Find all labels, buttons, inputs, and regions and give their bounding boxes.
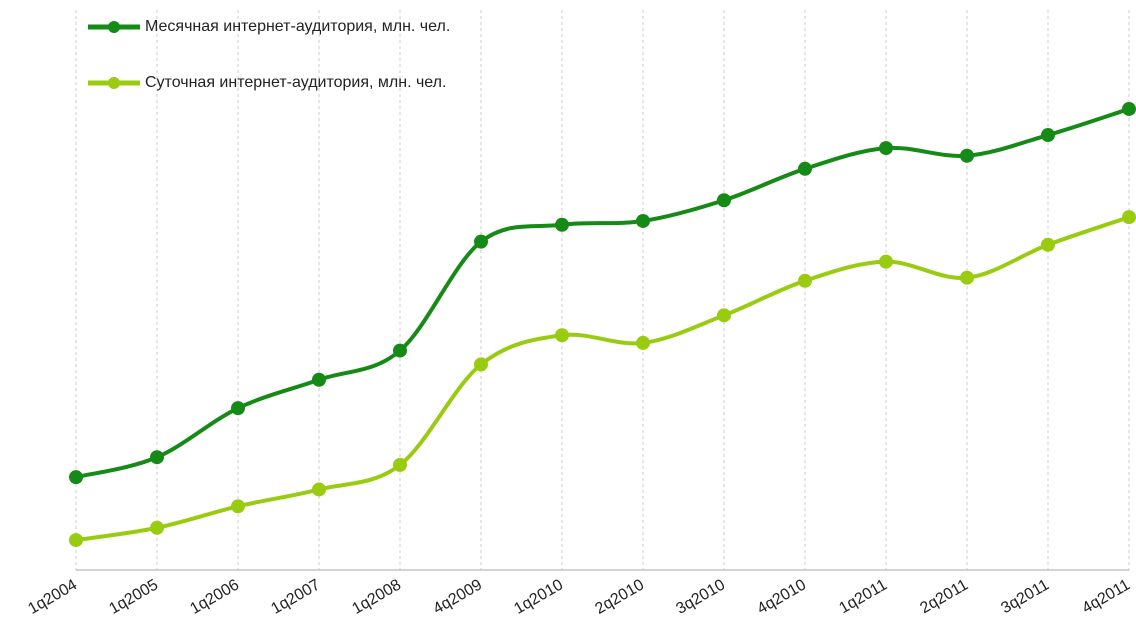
data-point bbox=[312, 482, 326, 497]
x-tick-label: 1q2004 bbox=[25, 576, 80, 617]
data-point bbox=[636, 213, 650, 228]
data-point bbox=[474, 357, 488, 372]
legend-label: Месячная интернет-аудитория, млн. чел. bbox=[145, 18, 450, 35]
series-line bbox=[75, 107, 1130, 480]
x-tick-label: 1q2010 bbox=[511, 576, 566, 617]
x-tick-label: 1q2008 bbox=[349, 576, 404, 617]
data-point bbox=[393, 457, 407, 472]
data-point bbox=[636, 335, 650, 350]
legend-marker bbox=[108, 77, 120, 89]
data-point bbox=[312, 372, 326, 387]
data-point bbox=[150, 520, 164, 535]
x-tick-label: 1q2011 bbox=[836, 576, 890, 617]
data-point bbox=[1041, 237, 1055, 252]
data-point bbox=[393, 343, 407, 358]
legend-label: Суточная интернет-аудитория, млн. чел. bbox=[145, 74, 446, 91]
data-point bbox=[555, 328, 569, 343]
data-point bbox=[69, 470, 83, 485]
data-point bbox=[717, 308, 731, 323]
x-tick-label: 1q2007 bbox=[268, 576, 323, 617]
x-tick-label: 4q2010 bbox=[754, 576, 809, 617]
data-point bbox=[150, 450, 164, 465]
x-tick-label: 4q2009 bbox=[430, 576, 485, 617]
x-tick-label: 3q2011 bbox=[998, 576, 1052, 617]
data-point bbox=[1122, 101, 1136, 116]
x-tick-label: 2q2010 bbox=[592, 576, 647, 617]
data-point bbox=[960, 148, 974, 163]
data-point bbox=[69, 533, 83, 548]
data-point bbox=[879, 254, 893, 269]
x-tick-label: 1q2005 bbox=[106, 576, 161, 617]
data-point bbox=[555, 217, 569, 232]
data-point bbox=[1041, 128, 1055, 143]
data-point bbox=[879, 141, 893, 156]
data-point bbox=[717, 193, 731, 208]
data-point bbox=[960, 270, 974, 285]
x-tick-label: 2q2011 bbox=[917, 576, 971, 617]
data-point bbox=[231, 499, 245, 514]
x-tick-label: 3q2010 bbox=[673, 576, 728, 617]
legend-marker bbox=[108, 21, 120, 33]
data-point bbox=[1122, 210, 1136, 225]
series-line bbox=[75, 215, 1130, 543]
data-point bbox=[231, 401, 245, 416]
x-tick-label: 4q2011 bbox=[1079, 576, 1133, 617]
data-point bbox=[798, 273, 812, 288]
data-point bbox=[474, 234, 488, 249]
x-tick-label: 1q2006 bbox=[187, 576, 242, 617]
data-point bbox=[798, 161, 812, 176]
